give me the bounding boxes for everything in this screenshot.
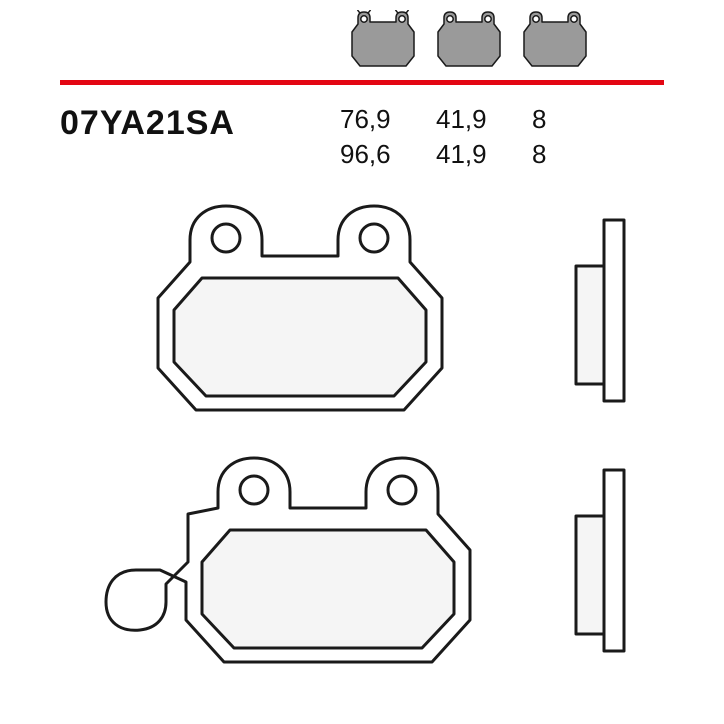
pad-icon-3 (516, 10, 594, 72)
divider-line (60, 80, 664, 85)
part-number: 07YA21SA (60, 104, 235, 143)
dimension-row: 76,9 41,9 8 (340, 104, 562, 135)
header-icon-row (344, 10, 594, 72)
brake-pad-side-1 (560, 218, 640, 403)
pad-icon-1 (344, 10, 422, 72)
brake-pad-front-1 (130, 200, 470, 420)
pad-icon-2 (430, 10, 508, 72)
dim-thickness: 8 (532, 104, 562, 135)
dim-height: 41,9 (436, 104, 496, 135)
brake-pad-front-2 (100, 452, 500, 672)
brake-pad-side-2 (560, 468, 640, 653)
dim-width: 76,9 (340, 104, 400, 135)
dim-width: 96,6 (340, 139, 400, 170)
dimension-table: 76,9 41,9 8 96,6 41,9 8 (340, 104, 562, 174)
dim-height: 41,9 (436, 139, 496, 170)
dimension-row: 96,6 41,9 8 (340, 139, 562, 170)
dim-thickness: 8 (532, 139, 562, 170)
